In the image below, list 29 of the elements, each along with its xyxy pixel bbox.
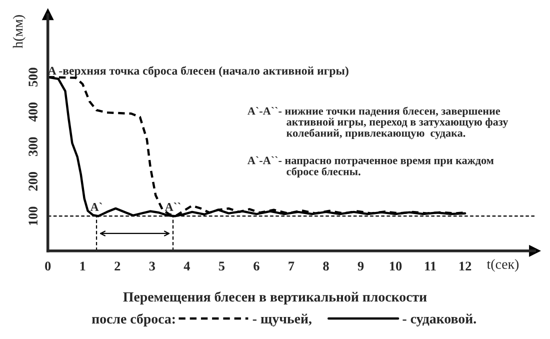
- x-tick-label: 5: [218, 262, 225, 271]
- x-tick-label: 9: [358, 262, 364, 271]
- x-tick-label: 11: [425, 262, 436, 270]
- text: Перемещения блесен в вертикальной плоскости: [123, 292, 427, 304]
- x-tick-label: 10: [390, 262, 402, 271]
- x-tick-label: 1: [80, 262, 86, 270]
- y-tick-label: 300: [28, 137, 38, 156]
- x-tick-label: 2: [114, 262, 120, 270]
- annotation: A``: [164, 202, 180, 211]
- x-tick-label: 3: [149, 262, 155, 271]
- annotation: A -верхняя точка сброса блесен (начало активной игры): [48, 66, 348, 78]
- y-tick-label: 100: [28, 206, 38, 225]
- x-tick-label: 12: [460, 262, 472, 270]
- x-tick-label: 8: [323, 262, 329, 271]
- annotation: A`: [90, 202, 102, 211]
- y-tick-label: 500: [28, 68, 38, 86]
- x-tick-label: 6: [254, 262, 260, 271]
- y-axis-title: h(мм): [12, 15, 26, 48]
- x-axis-title: t(сек): [486, 259, 519, 272]
- legend-label: - щучьей,: [252, 314, 312, 326]
- annotation: A`-A``- напрасно потраченное время при каждом сбросе блесны.: [248, 156, 494, 178]
- x-tick-label: 4: [184, 262, 190, 270]
- legend-label: - судаковой.: [402, 314, 476, 326]
- x-tick-label: 7: [288, 262, 294, 270]
- legend-title: после сброса:: [92, 314, 175, 326]
- y-tick-label: 200: [28, 172, 38, 191]
- annotation: A`-A``- нижние точки падения блесен, завершение активной игры, переход в затухающую фазу колебаний, привлекающую судака.: [248, 106, 508, 140]
- y-tick-label: 400: [28, 102, 38, 122]
- x-tick-label: 0: [45, 262, 51, 271]
